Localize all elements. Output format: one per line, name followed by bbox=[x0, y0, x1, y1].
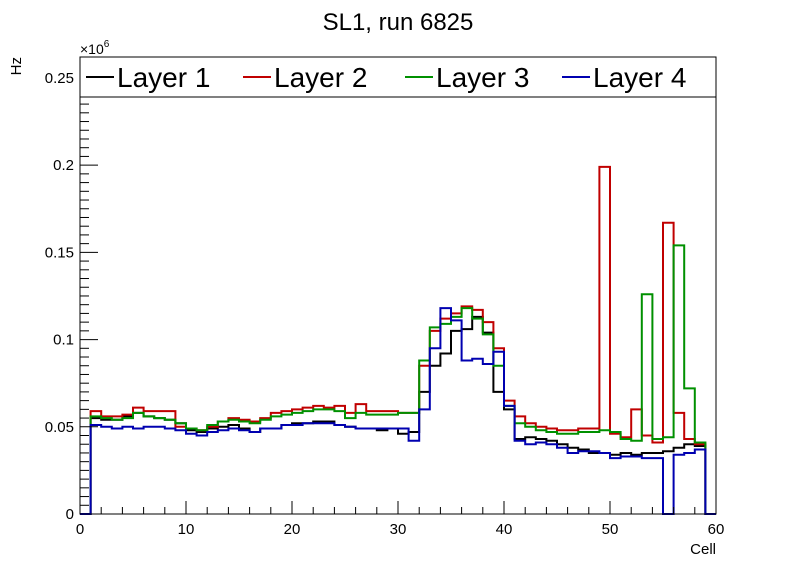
legend-label-layer-1: Layer 1 bbox=[117, 62, 210, 93]
x-tick-label: 50 bbox=[602, 521, 619, 538]
y-tick-label: 0 bbox=[66, 506, 74, 523]
legend-label-layer-2: Layer 2 bbox=[274, 62, 367, 93]
series-line-layer-4 bbox=[80, 307, 716, 515]
y-axis-label: Hz bbox=[8, 57, 25, 75]
series-line-layer-3 bbox=[80, 244, 716, 515]
y-multiplier: ×106 bbox=[80, 39, 110, 57]
series-group bbox=[80, 165, 716, 515]
x-tick-label: 60 bbox=[708, 521, 725, 538]
legend-label-layer-4: Layer 4 bbox=[593, 62, 686, 93]
x-tick-label: 20 bbox=[284, 521, 301, 538]
y-tick-label: 0.05 bbox=[45, 419, 74, 436]
x-axis-label: Cell bbox=[690, 541, 716, 558]
y-tick-label: 0.2 bbox=[53, 157, 74, 174]
x-tick-label: 30 bbox=[390, 521, 407, 538]
x-tick-label: 40 bbox=[496, 521, 513, 538]
y-tick-label: 0.1 bbox=[53, 332, 74, 349]
legend-entries: Layer 1 Layer 2 Layer 3 Layer 4 bbox=[86, 62, 686, 93]
y-multiplier-exponent: 6 bbox=[104, 39, 110, 50]
legend-label-layer-3: Layer 3 bbox=[436, 62, 529, 93]
chart-title: SL1, run 6825 bbox=[323, 9, 474, 36]
y-tick-label: 0.25 bbox=[45, 70, 74, 87]
x-tick-label: 10 bbox=[178, 521, 195, 538]
legend: Layer 1 Layer 2 Layer 3 Layer 4 bbox=[79, 56, 717, 98]
y-axis: 0 0.05 0.1 0.15 0.2 0.25 bbox=[45, 59, 98, 523]
x-axis: 0 10 20 30 40 50 60 bbox=[76, 501, 725, 538]
y-multiplier-base: ×10 bbox=[80, 41, 104, 57]
y-tick-label: 0.15 bbox=[45, 244, 74, 261]
x-tick-label: 0 bbox=[76, 521, 84, 538]
legend-box bbox=[79, 56, 717, 98]
